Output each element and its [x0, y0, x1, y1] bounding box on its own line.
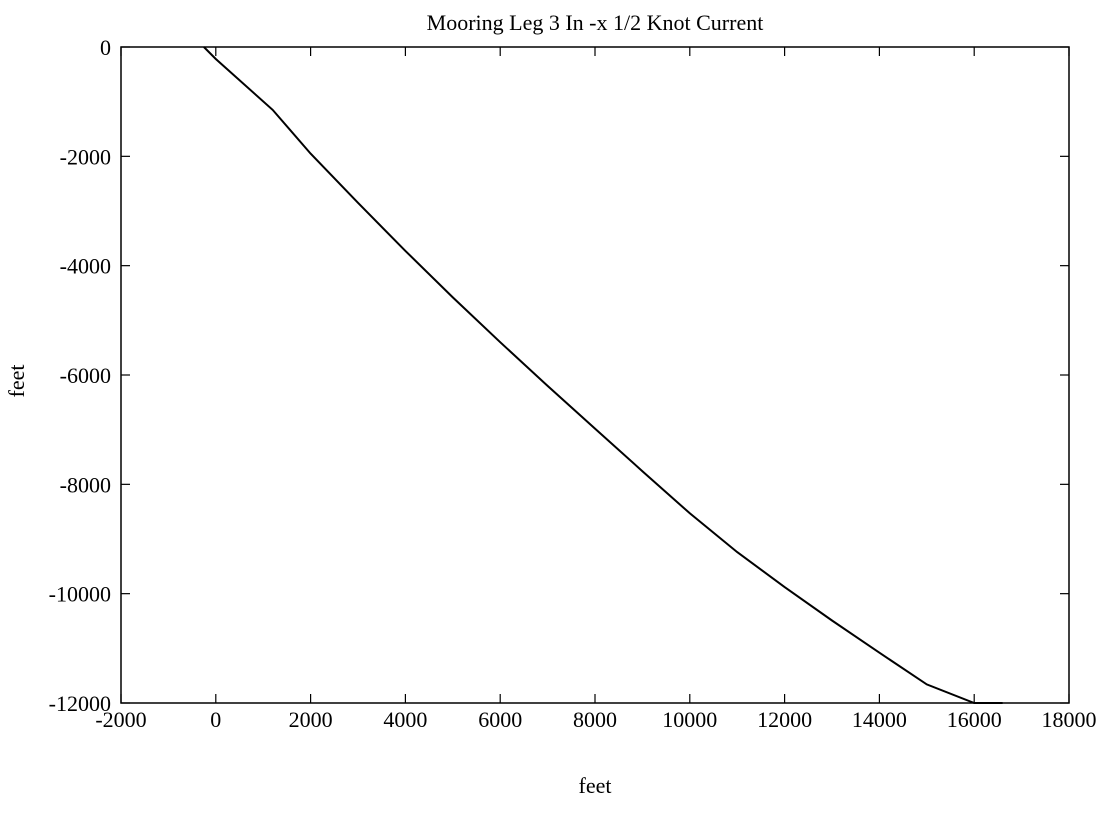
y-tick-label: -6000: [60, 363, 111, 388]
y-axis-label: feet: [4, 365, 29, 398]
x-tick-label: 10000: [662, 707, 717, 732]
x-tick-labels: -2000 0 2000 4000 6000 8000 10000 12000 14000 160…: [95, 707, 1096, 732]
x-tick-label: 2000: [289, 707, 333, 732]
x-tick-label: 14000: [852, 707, 907, 732]
x-tick-label: 18000: [1042, 707, 1097, 732]
y-tick-label: -2000: [60, 144, 111, 169]
y-tick-label: -12000: [49, 691, 111, 716]
y-tick-label: -8000: [60, 472, 111, 497]
plot-frame: [121, 47, 1069, 703]
y-tick-labels: 0 -2000 -4000 -6000 -8000 -10000 -12000: [49, 35, 111, 716]
axis-ticks: [121, 47, 1069, 703]
x-tick-label: 16000: [947, 707, 1002, 732]
x-tick-label: 8000: [573, 707, 617, 732]
y-tick-label: -10000: [49, 582, 111, 607]
chart-title: Mooring Leg 3 In -x 1/2 Knot Current: [427, 10, 764, 35]
x-tick-label: 0: [210, 707, 221, 732]
y-tick-label: 0: [100, 35, 111, 60]
x-tick-label: 12000: [757, 707, 812, 732]
x-tick-label: 6000: [478, 707, 522, 732]
x-axis-label: feet: [579, 773, 612, 798]
x-tick-label: 4000: [383, 707, 427, 732]
y-tick-label: -4000: [60, 254, 111, 279]
series-line: [204, 47, 1003, 703]
